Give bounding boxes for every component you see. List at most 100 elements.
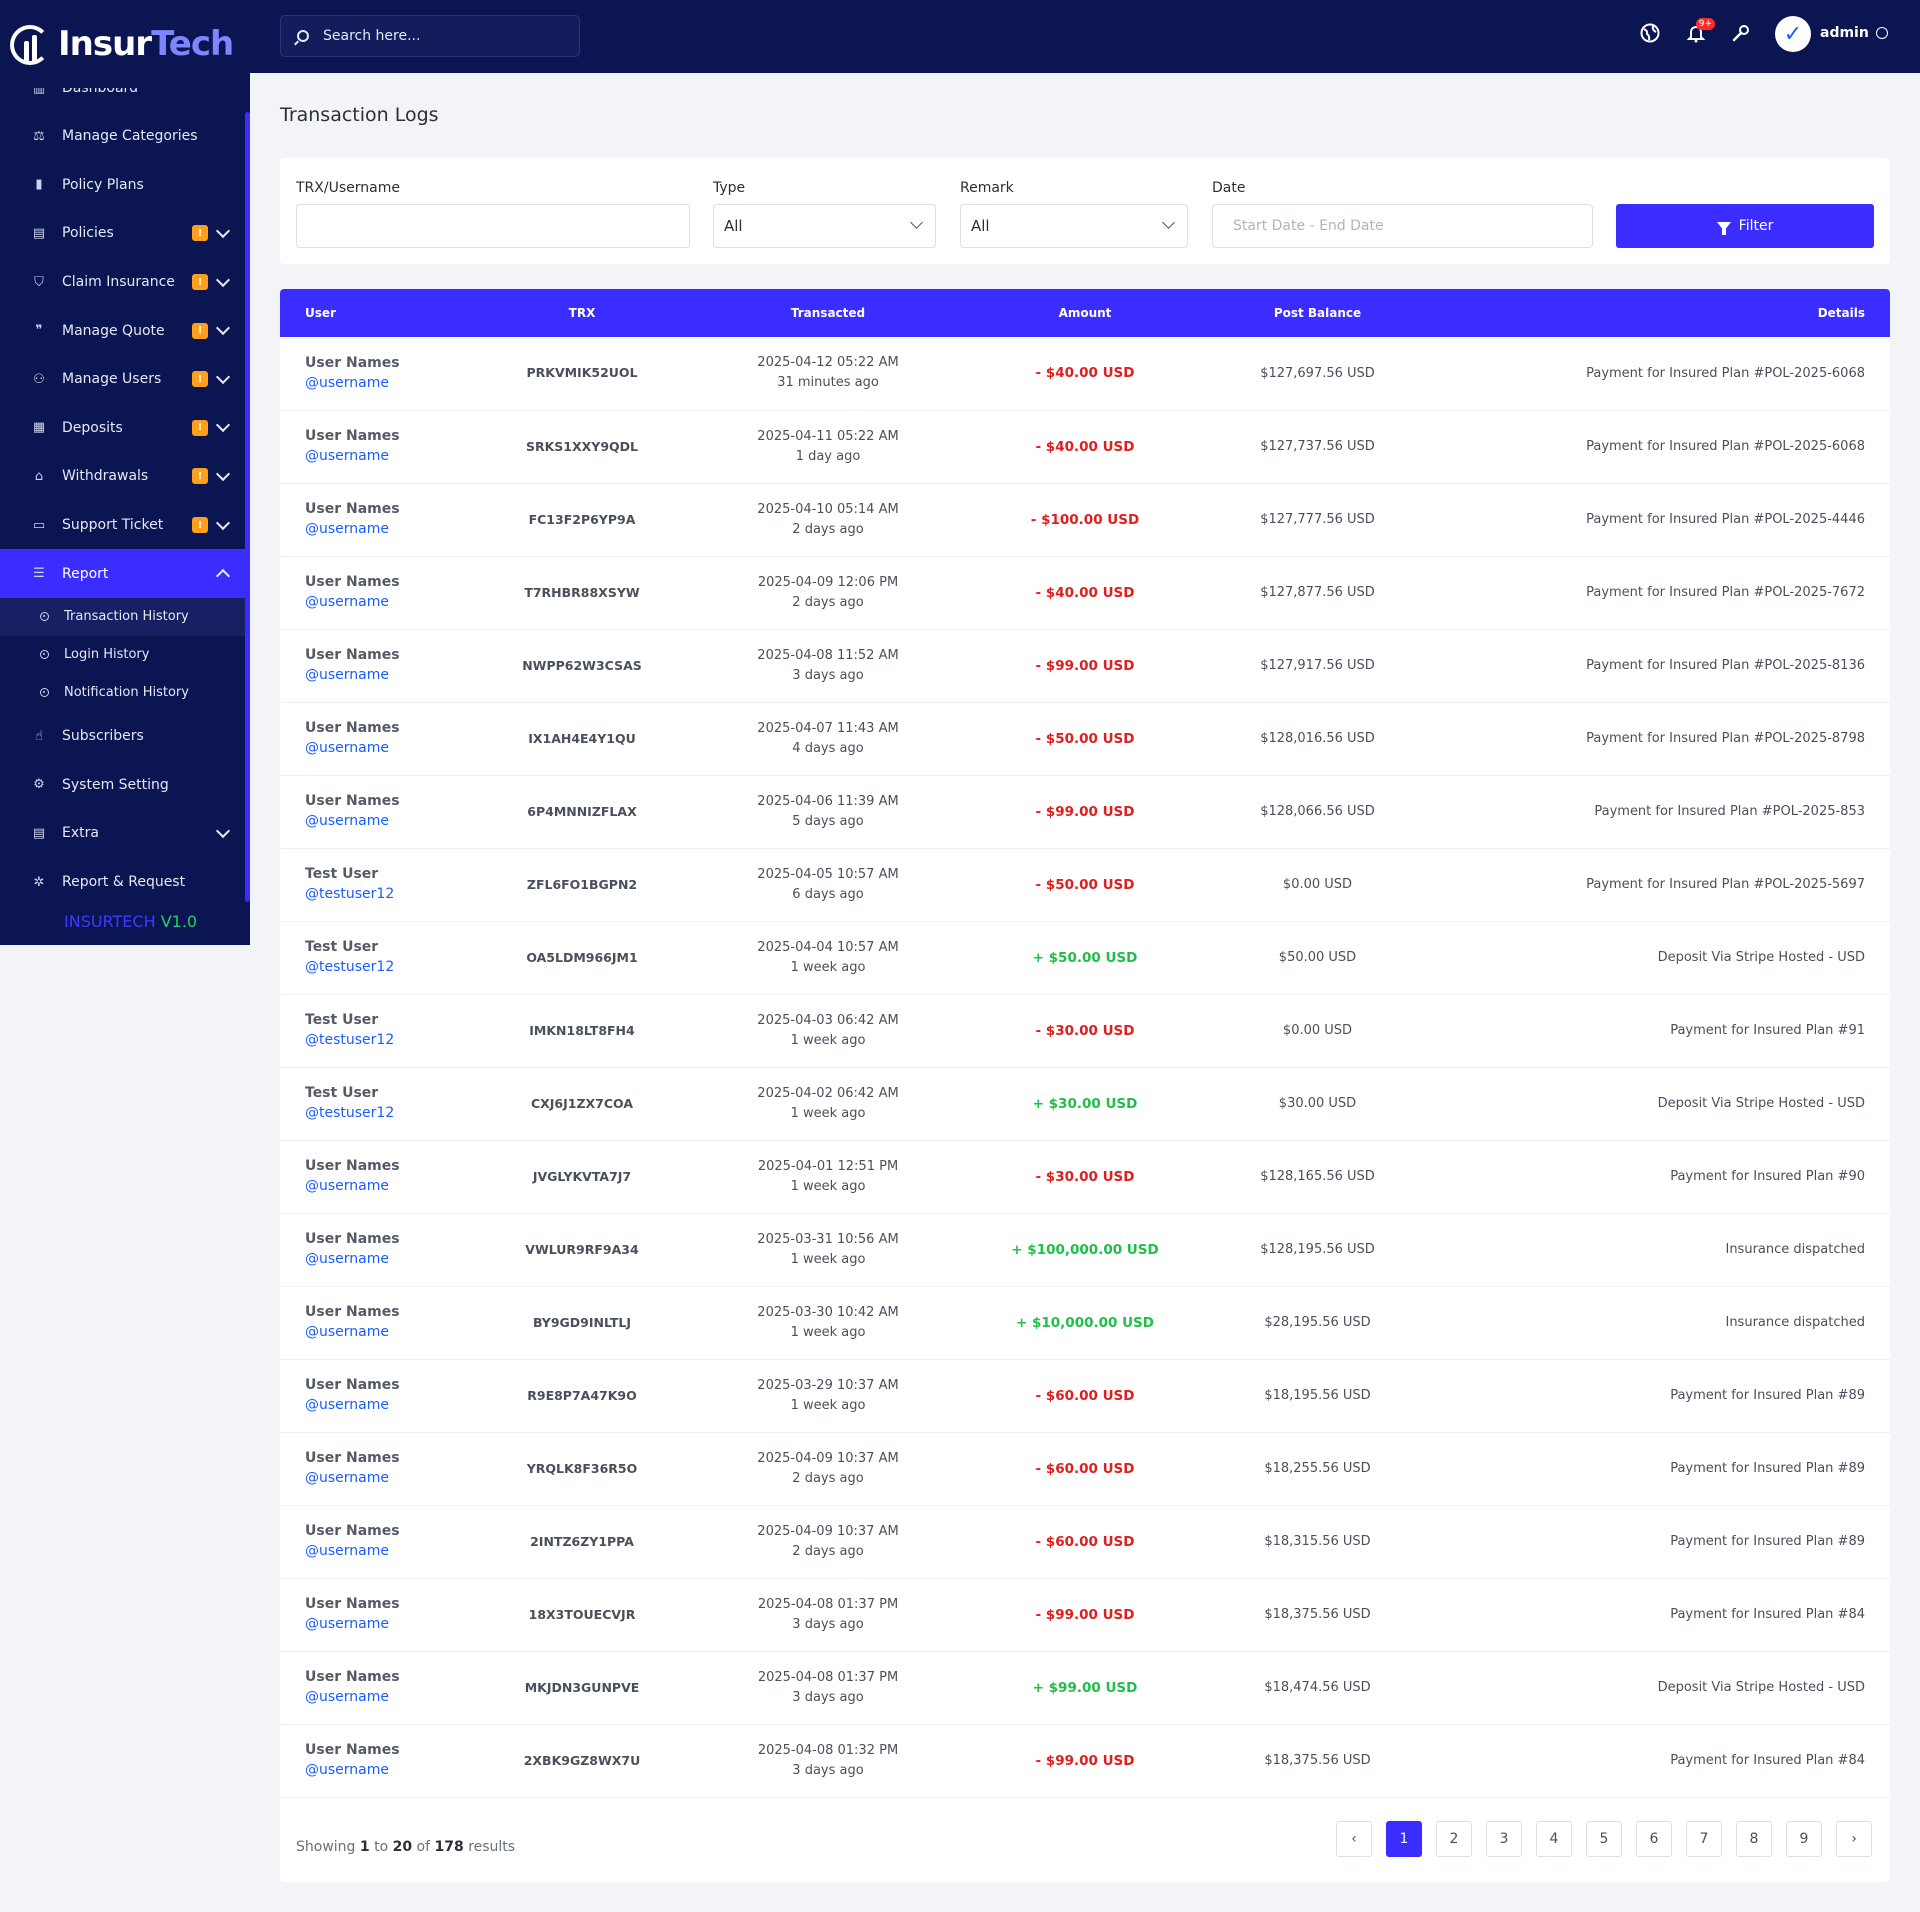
sidebar-item-report[interactable]: ☰ Report [0,549,250,598]
sidebar-item-extra[interactable]: ▤ Extra [0,809,250,858]
user-name: Test User [305,1085,379,1101]
user-handle-link[interactable]: @username [305,1543,389,1559]
date-range-input[interactable]: Start Date - End Date [1212,204,1593,248]
transacted-ago: 1 week ago [790,1032,866,1048]
sidebar-item-withdrawals[interactable]: ⌂ Withdrawals! [0,452,250,501]
user-handle-link[interactable]: @username [305,1470,389,1486]
transacted-date: 2025-04-10 05:14 AM [757,501,899,517]
user-name: User Names [305,793,400,809]
cell-transacted: 2025-04-01 12:51 PM 1 week ago [687,1140,969,1213]
sidebar-item-support-ticket[interactable]: ▭ Support Ticket! [0,501,250,550]
user-handle-link[interactable]: @username [305,1178,389,1194]
user-handle-link[interactable]: @testuser12 [305,886,395,902]
amount-value: - $40.00 USD [1035,584,1135,601]
submenu-item-transaction-history[interactable]: Transaction History [0,597,250,636]
cell-user: User Names @username [280,556,477,629]
cell-post-balance: $18,375.56 USD [1201,1724,1434,1797]
pagination-next-button[interactable]: › [1836,1821,1872,1857]
pagination-page-1[interactable]: 1 [1386,1821,1422,1857]
type-select[interactable]: All [713,204,936,248]
chevron-down-icon[interactable] [1876,27,1888,39]
user-name: User Names [305,647,400,663]
submenu-item-login-history[interactable]: Login History [0,636,250,674]
remark-select[interactable]: All [960,204,1188,248]
post-balance-value: $18,195.56 USD [1264,1388,1371,1403]
pagination-page-2[interactable]: 2 [1436,1821,1472,1857]
details-text: Payment for Insured Plan #POL-2025-6068 [1586,439,1865,454]
user-handle-link[interactable]: @username [305,374,389,391]
user-handle-link[interactable]: @username [305,1616,389,1632]
transacted-ago: 1 week ago [790,1397,866,1413]
user-handle-link[interactable]: @username [305,1397,389,1413]
user-handle-link[interactable]: @testuser12 [305,1105,395,1121]
user-name: User Names [305,501,400,517]
topbar: Search here... 9+ ✓ admin [250,0,1920,73]
user-handle-link[interactable]: @username [305,1762,389,1778]
transacted-ago: 2 days ago [792,1470,864,1486]
user-handle-link[interactable]: @username [305,1324,389,1340]
pagination-page-4[interactable]: 4 [1536,1821,1572,1857]
user-name: User Names [305,574,400,590]
cell-amount: - $99.00 USD [969,629,1201,702]
chart-bar-icon: ▮ [35,177,43,193]
user-name: User Names [305,1158,400,1174]
sidebar-item-policies[interactable]: ▤ Policies! [0,209,250,258]
cell-user: User Names @username [280,1724,477,1797]
user-handle-link[interactable]: @username [305,594,389,610]
trx-input[interactable] [296,204,690,248]
globe-icon[interactable] [1639,22,1661,44]
admin-name[interactable]: admin [1820,25,1869,41]
cell-details: Deposit Via Stripe Hosted - USD [1434,921,1890,994]
cell-post-balance: $28,195.56 USD [1201,1286,1434,1359]
sidebar-item-system-setting[interactable]: ⚙ System Setting [0,761,250,810]
cell-transacted: 2025-03-30 10:42 AM 1 week ago [687,1286,969,1359]
sidebar-item-dashboard[interactable]: ▥ Dashboard [0,88,250,112]
transacted-date: 2025-04-02 06:42 AM [757,1085,899,1101]
search-input[interactable]: Search here... [280,15,580,57]
cell-post-balance: $128,195.56 USD [1201,1213,1434,1286]
pagination-page-6[interactable]: 6 [1636,1821,1672,1857]
sidebar-item-claim-insurance[interactable]: ⛉ Claim Insurance! [0,258,250,307]
filter-button[interactable]: Filter [1616,204,1874,248]
trx-code: VWLUR9RF9A34 [525,1241,639,1257]
sidebar-item-manage-categories[interactable]: ⚖ Manage Categories [0,112,250,161]
sidebar-item-deposits[interactable]: ▦ Deposits! [0,404,250,453]
user-handle-link[interactable]: @username [305,740,389,756]
cell-amount: + $100,000.00 USD [969,1213,1201,1286]
user-handle-link[interactable]: @username [305,1251,389,1267]
user-handle-link[interactable]: @testuser12 [305,959,395,975]
bell-icon[interactable]: 9+ [1685,18,1715,44]
submenu-item-notification-history[interactable]: Notification History [0,674,250,712]
avatar[interactable]: ✓ [1775,16,1811,52]
table-row: Test User @testuser12 IMKN18LT8FH4 2025-04-… [280,994,1890,1067]
chevron-down-icon [215,466,231,482]
pagination-page-3[interactable]: 3 [1486,1821,1522,1857]
user-handle-link[interactable]: @username [305,813,389,829]
pagination-page-9[interactable]: 9 [1786,1821,1822,1857]
sidebar-item-subscribers[interactable]: ☝ Subscribers [0,712,250,761]
user-handle-link[interactable]: @username [305,448,389,464]
details-text: Payment for Insured Plan #89 [1670,1388,1865,1403]
transacted-ago: 5 days ago [792,813,864,829]
sidebar-item-manage-users[interactable]: ⚇ Manage Users! [0,355,250,404]
pagination-page-7[interactable]: 7 [1686,1821,1722,1857]
pagination-page-5[interactable]: 5 [1586,1821,1622,1857]
user-handle-link[interactable]: @testuser12 [305,1032,395,1048]
pagination-page-8[interactable]: 8 [1736,1821,1772,1857]
user-handle-link[interactable]: @username [305,521,389,537]
sidebar-item-policy-plans[interactable]: ▮ Policy Plans [0,161,250,210]
sidebar-scrollbar[interactable] [245,112,250,902]
sidebar-item-manage-quote[interactable]: ❞ Manage Quote! [0,306,250,355]
details-text: Payment for Insured Plan #89 [1670,1461,1865,1476]
user-handle-link[interactable]: @username [305,667,389,683]
transacted-ago: 2 days ago [792,1543,864,1559]
sidebar-item-report-request[interactable]: ✲ Report & Request [0,858,250,907]
chevron-down-icon [215,823,231,838]
cell-trx: ZFL6FO1BGPN2 [477,848,687,921]
user-handle-link[interactable]: @username [305,1689,389,1705]
pagination-prev-button[interactable]: ‹ [1336,1821,1372,1857]
transacted-date: 2025-03-29 10:37 AM [757,1377,899,1393]
wrench-icon[interactable] [1730,22,1752,44]
brand-logo[interactable]: InsurTech [0,0,250,88]
cell-details: Payment for Insured Plan #POL-2025-7672 [1434,556,1890,629]
